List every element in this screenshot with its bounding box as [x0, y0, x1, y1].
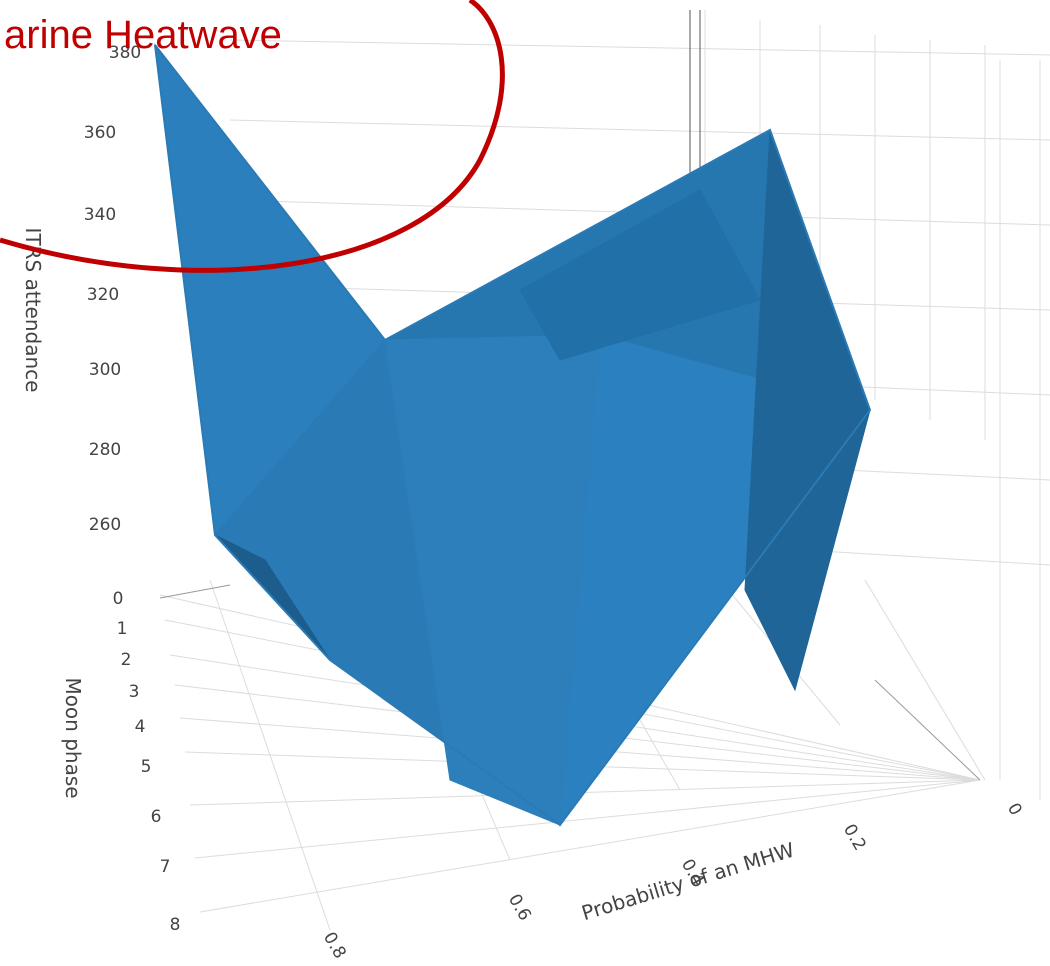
z-tick-label: 360 [84, 123, 116, 143]
y-tick-label: 8 [170, 915, 181, 935]
z-axis-title: ITRS attendance [21, 228, 45, 393]
x-axis-title: Probability of an MHW [579, 837, 798, 925]
y-axis-title: Moon phase [61, 677, 85, 798]
surface-outline [154, 44, 872, 827]
z-tick-label: 280 [89, 440, 121, 460]
x-tick-label: 0.2 [839, 821, 870, 854]
y-tick-label: 3 [129, 682, 140, 702]
z-axis-ticks: 260 280 300 320 340 360 380 [84, 43, 141, 535]
heatwave-annotation: arine Heatwave [0, 0, 505, 273]
y-tick-label: 0 [113, 589, 124, 609]
y-tick-label: 7 [160, 857, 171, 877]
grid-line [229, 119, 1050, 141]
x-tick-label: 0 [1003, 800, 1026, 819]
grid-line [199, 779, 981, 913]
y-tick-label: 6 [151, 807, 162, 827]
x-tick-label: 0.6 [504, 891, 535, 924]
grid-line [194, 779, 981, 859]
surface-plot [154, 43, 872, 827]
y-tick-label: 5 [141, 757, 152, 777]
z-tick-label: 300 [89, 360, 121, 380]
z-tick-label: 260 [89, 515, 121, 535]
grid-line [864, 579, 986, 781]
y-axis-ticks: 0 1 2 3 4 5 6 7 8 [113, 589, 181, 935]
z-tick-label: 320 [87, 285, 119, 305]
y-tick-label: 1 [117, 619, 128, 639]
axis-line [159, 584, 231, 599]
grid-line [209, 579, 331, 931]
axis-line [874, 679, 981, 781]
z-tick-label: 380 [109, 43, 141, 63]
y-tick-label: 2 [121, 650, 132, 670]
grid-line [229, 39, 1050, 56]
annotation-label: arine Heatwave [4, 13, 282, 57]
x-tick-label: 0.8 [319, 929, 350, 962]
surface-facet [519, 189, 761, 361]
z-tick-label: 340 [84, 205, 116, 225]
y-tick-label: 4 [135, 717, 146, 737]
annotation-ellipse [0, 0, 505, 273]
